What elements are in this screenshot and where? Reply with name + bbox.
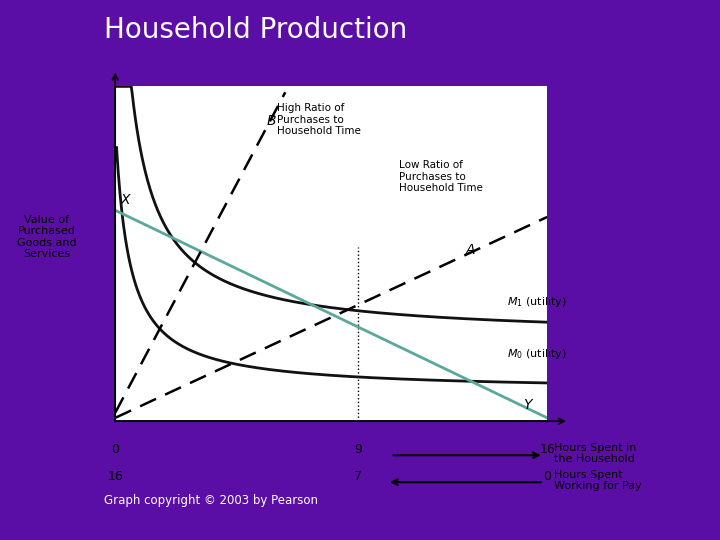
Text: High Ratio of
Purchases to
Household Time: High Ratio of Purchases to Household Tim… [277, 103, 361, 136]
Text: $M_1$ (utility): $M_1$ (utility) [507, 295, 567, 309]
Text: 16: 16 [539, 443, 555, 456]
Text: B: B [266, 114, 276, 128]
Text: 7: 7 [354, 470, 362, 483]
Text: Hours Spent
Working for Pay: Hours Spent Working for Pay [554, 470, 642, 491]
Text: 0: 0 [111, 443, 120, 456]
Text: Y: Y [523, 399, 531, 413]
Text: A: A [467, 243, 476, 257]
Text: Graph copyright © 2003 by Pearson: Graph copyright © 2003 by Pearson [104, 494, 318, 507]
Text: 16: 16 [107, 470, 123, 483]
Text: Value of
Purchased
Goods and
Services: Value of Purchased Goods and Services [17, 215, 76, 259]
Text: Low Ratio of
Purchases to
Household Time: Low Ratio of Purchases to Household Time [399, 160, 482, 193]
Text: $M_0$ (utility): $M_0$ (utility) [507, 347, 567, 361]
Text: 0: 0 [543, 470, 552, 483]
Text: 9: 9 [354, 443, 362, 456]
Text: Hours Spent in
the Household: Hours Spent in the Household [554, 443, 636, 464]
Text: X: X [121, 193, 130, 207]
Text: Household Production: Household Production [104, 16, 408, 44]
